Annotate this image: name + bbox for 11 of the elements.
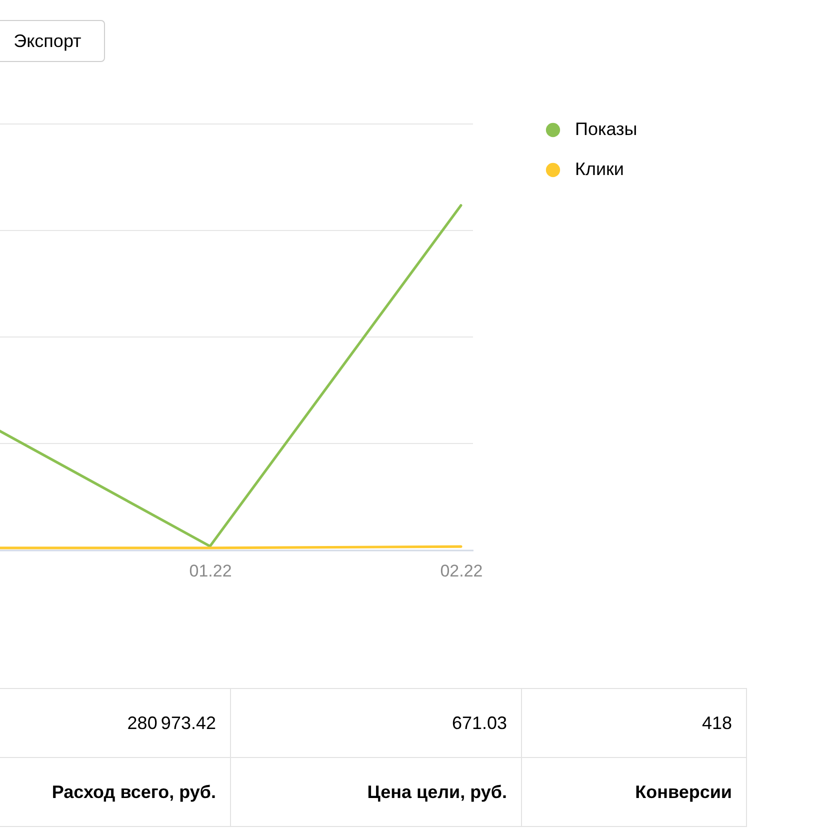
category-label: Расход всего, руб. bbox=[0, 758, 230, 826]
legend-label: Показы bbox=[575, 119, 638, 139]
data-label: 280 973.42 bbox=[0, 688, 230, 758]
category-label: Конверсии bbox=[522, 758, 746, 826]
category-label: Цена цели, руб. bbox=[230, 758, 522, 826]
x-tick-label: 02.22 bbox=[440, 562, 483, 580]
button: Экспорт bbox=[0, 20, 105, 62]
data-label: 671.03 bbox=[230, 688, 522, 758]
legend-label: Клики bbox=[575, 159, 624, 179]
x-tick-label: 01.22 bbox=[189, 562, 232, 580]
data-label: 418 bbox=[522, 688, 746, 758]
